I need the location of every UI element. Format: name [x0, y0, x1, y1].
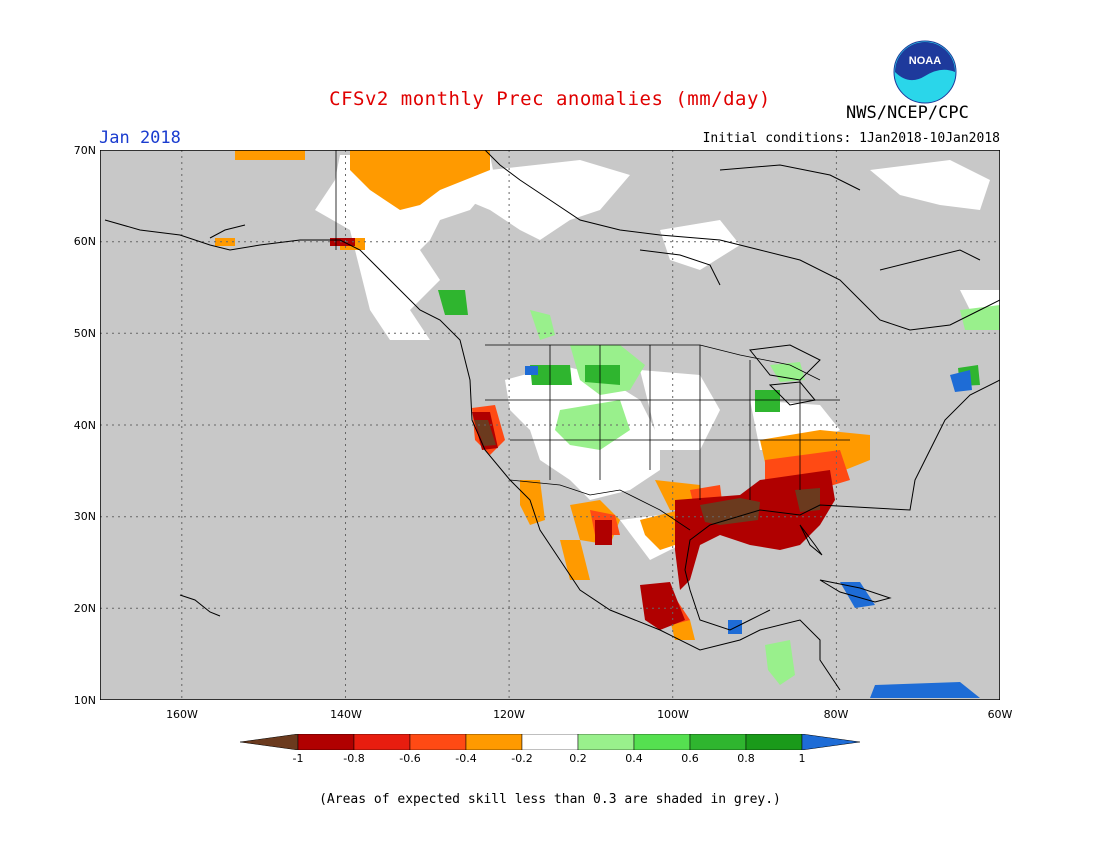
lat-label-50n: 50N	[73, 327, 96, 340]
colorbar-label: -0.2	[511, 752, 533, 765]
chart-title: CFSv2 monthly Prec anomalies (mm/day)	[329, 88, 771, 110]
lon-label-120w: 120W	[493, 708, 525, 721]
lon-label-60w: 60W	[987, 708, 1013, 721]
lat-label-40n: 40N	[73, 419, 96, 432]
colorbar-cell-1	[297, 734, 355, 750]
negative-anomaly-brown	[474, 420, 820, 525]
lat-label-60n: 60N	[73, 235, 96, 248]
month-label: Jan 2018	[99, 128, 181, 148]
noaa-logo-text: NOAA	[909, 55, 941, 67]
noaa-logo: NOAA	[893, 40, 957, 104]
coastlines	[104, 150, 1000, 691]
colorbar-label: -0.4	[455, 752, 477, 765]
colorbar-cell-7	[633, 734, 691, 750]
lon-label-100w: 100W	[657, 708, 689, 721]
footnote: (Areas of expected skill less than 0.3 a…	[319, 792, 781, 807]
lat-label-20n: 20N	[73, 602, 96, 615]
colorbar-cell-4	[465, 734, 523, 750]
initial-conditions-label: Initial conditions: 1Jan2018-10Jan2018	[702, 131, 1000, 146]
anomaly-map	[100, 150, 1000, 700]
colorbar-label: 0.6	[681, 752, 699, 765]
colorbar-cell-above-max	[801, 734, 861, 750]
lon-label-160w: 160W	[166, 708, 198, 721]
colorbar-cell-5	[521, 734, 579, 750]
colorbar-label: -1	[292, 752, 304, 765]
colorbar-cell-2	[353, 734, 411, 750]
agency-label: NWS/NCEP/CPC	[846, 103, 969, 123]
positive-anomaly-blue	[525, 366, 980, 698]
positive-anomaly-green	[438, 290, 980, 412]
lon-label-80w: 80W	[823, 708, 849, 721]
colorbar-cell-9	[745, 734, 803, 750]
colorbar-label: 0.2	[569, 752, 587, 765]
lon-label-140w: 140W	[330, 708, 362, 721]
colorbar-cell-3	[409, 734, 467, 750]
colorbar-cell-below-min	[240, 734, 299, 750]
colorbar-label: -0.6	[399, 752, 421, 765]
political-boundaries	[335, 150, 850, 531]
colorbar	[240, 734, 861, 750]
lat-label-30n: 30N	[73, 510, 96, 523]
colorbar-cells	[240, 734, 861, 750]
colorbar-label: -0.8	[343, 752, 365, 765]
colorbar-cell-6	[577, 734, 635, 750]
lat-label-10n: 10N	[73, 694, 96, 707]
colorbar-label: 0.8	[737, 752, 755, 765]
colorbar-label: 0.4	[625, 752, 643, 765]
colorbar-cell-8	[689, 734, 747, 750]
colorbar-label: 1	[798, 752, 806, 765]
lat-label-70n: 70N	[73, 144, 96, 157]
